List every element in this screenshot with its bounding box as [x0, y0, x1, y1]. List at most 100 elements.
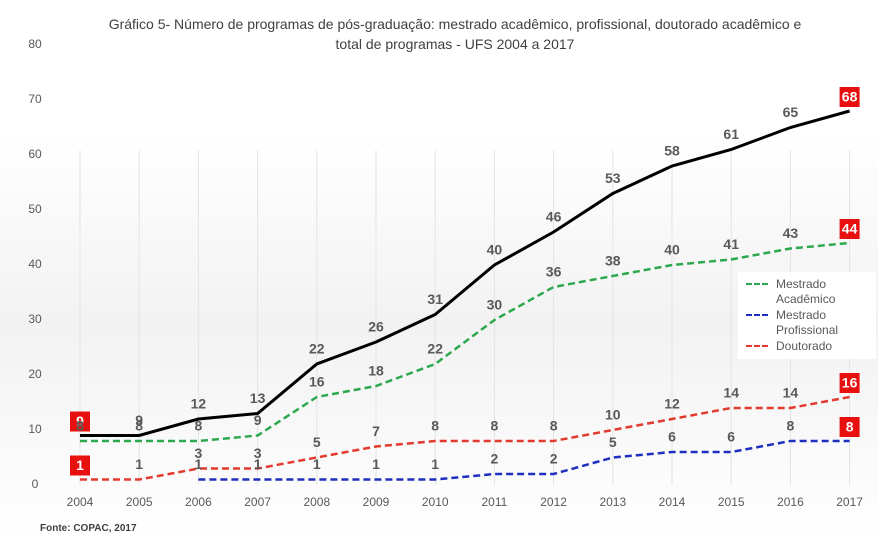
data-label: 46: [546, 209, 562, 225]
y-tick-label: 0: [32, 477, 39, 491]
series-line: [80, 395, 850, 481]
legend-label: Doutorado: [776, 339, 833, 353]
data-label: 1: [372, 456, 380, 472]
data-label: 14: [723, 385, 739, 401]
legend-label: Mestrado Acadêmico: [776, 277, 836, 306]
data-label: 18: [368, 363, 384, 379]
data-label: 38: [605, 253, 621, 269]
data-label: 30: [487, 297, 503, 313]
label-box: [839, 219, 860, 239]
x-tick-label: 2005: [126, 495, 153, 509]
data-label: 1: [195, 456, 203, 472]
data-label: 16: [309, 374, 325, 390]
data-label: 9: [76, 413, 84, 429]
data-label: 22: [427, 341, 443, 357]
x-tick-label: 2017: [836, 495, 863, 509]
data-label: 8: [787, 418, 795, 434]
y-tick-label: 40: [28, 257, 42, 271]
x-tick-label: 2013: [599, 495, 626, 509]
label-box: [70, 455, 90, 476]
x-tick-label: 2015: [718, 495, 745, 509]
boxed-label: 68: [839, 87, 860, 107]
y-tick-label: 30: [28, 312, 42, 326]
boxed-label: 8: [839, 417, 860, 437]
series-line: [198, 439, 850, 481]
data-label: 22: [309, 341, 325, 357]
data-label: 2: [550, 451, 558, 467]
data-label: 12: [664, 396, 680, 412]
legend-item: Mestrado Acadêmico: [738, 277, 876, 307]
data-label: 53: [605, 170, 621, 186]
data-label: 2: [491, 451, 499, 467]
data-label: 8: [846, 419, 854, 435]
data-label: 6: [727, 429, 735, 445]
data-label: 5: [609, 434, 617, 450]
data-label: 40: [664, 242, 680, 258]
data-label: 1: [431, 456, 439, 472]
legend-label: Mestrado Profissional: [776, 308, 839, 337]
data-label: 65: [783, 104, 799, 120]
series-line: [80, 109, 851, 437]
data-label: 36: [546, 264, 562, 280]
data-label: 16: [842, 375, 858, 391]
y-tick-label: 60: [28, 147, 42, 161]
data-label: 8: [491, 418, 499, 434]
boxed-label: 1: [70, 455, 90, 476]
data-label: 68: [842, 89, 858, 105]
data-label: 8: [76, 418, 84, 434]
data-label: 9: [135, 412, 143, 428]
data-label: 1: [313, 456, 321, 472]
data-label: 3: [254, 445, 262, 461]
data-label: 1: [254, 456, 262, 472]
data-label: 8: [550, 418, 558, 434]
data-label: 13: [250, 390, 266, 406]
x-tick-label: 2004: [67, 495, 94, 509]
label-box: [839, 417, 860, 437]
y-tick-label: 80: [28, 37, 42, 51]
label-box: [70, 411, 90, 432]
label-box: [839, 87, 860, 107]
data-label: 31: [427, 291, 443, 307]
data-label: 1: [76, 457, 84, 473]
x-tick-label: 2007: [244, 495, 271, 509]
x-tick-label: 2012: [540, 495, 567, 509]
chart-title: Gráfico 5- Número de programas de pós-gr…: [108, 16, 802, 52]
legend-item: Doutorado: [738, 339, 876, 354]
data-label: 14: [783, 385, 799, 401]
legend-swatch: [746, 283, 768, 285]
data-label: 1: [135, 456, 143, 472]
data-label: 10: [605, 407, 621, 423]
data-label: 40: [487, 242, 503, 258]
data-label: 58: [664, 143, 680, 159]
boxed-label: 9: [70, 411, 90, 432]
y-tick-label: 10: [28, 422, 42, 436]
data-label: 9: [254, 412, 262, 428]
x-tick-label: 2010: [422, 495, 449, 509]
data-label: 8: [195, 418, 203, 434]
data-label: 12: [191, 396, 207, 412]
x-tick-label: 2014: [659, 495, 686, 509]
x-tick-label: 2009: [363, 495, 390, 509]
x-tick-label: 2011: [481, 495, 507, 509]
x-tick-label: 2008: [303, 495, 330, 509]
data-label: 26: [368, 319, 384, 335]
data-label: 8: [135, 418, 143, 434]
data-label: 43: [783, 225, 799, 241]
label-box: [839, 373, 860, 393]
legend-swatch: [746, 314, 768, 316]
data-label: 7: [372, 423, 380, 439]
boxed-label: 16: [839, 373, 860, 393]
y-tick-label: 50: [28, 202, 42, 216]
x-tick-label: 2016: [777, 495, 804, 509]
data-label: 5: [313, 434, 321, 450]
y-tick-label: 20: [28, 367, 42, 381]
data-label: 3: [195, 445, 203, 461]
y-tick-label: 70: [28, 92, 42, 106]
legend-item: Mestrado Profissional: [738, 308, 876, 338]
series-line: [80, 241, 850, 443]
data-label: 8: [431, 418, 439, 434]
boxed-label: 44: [839, 219, 860, 239]
legend-swatch: [746, 345, 768, 347]
